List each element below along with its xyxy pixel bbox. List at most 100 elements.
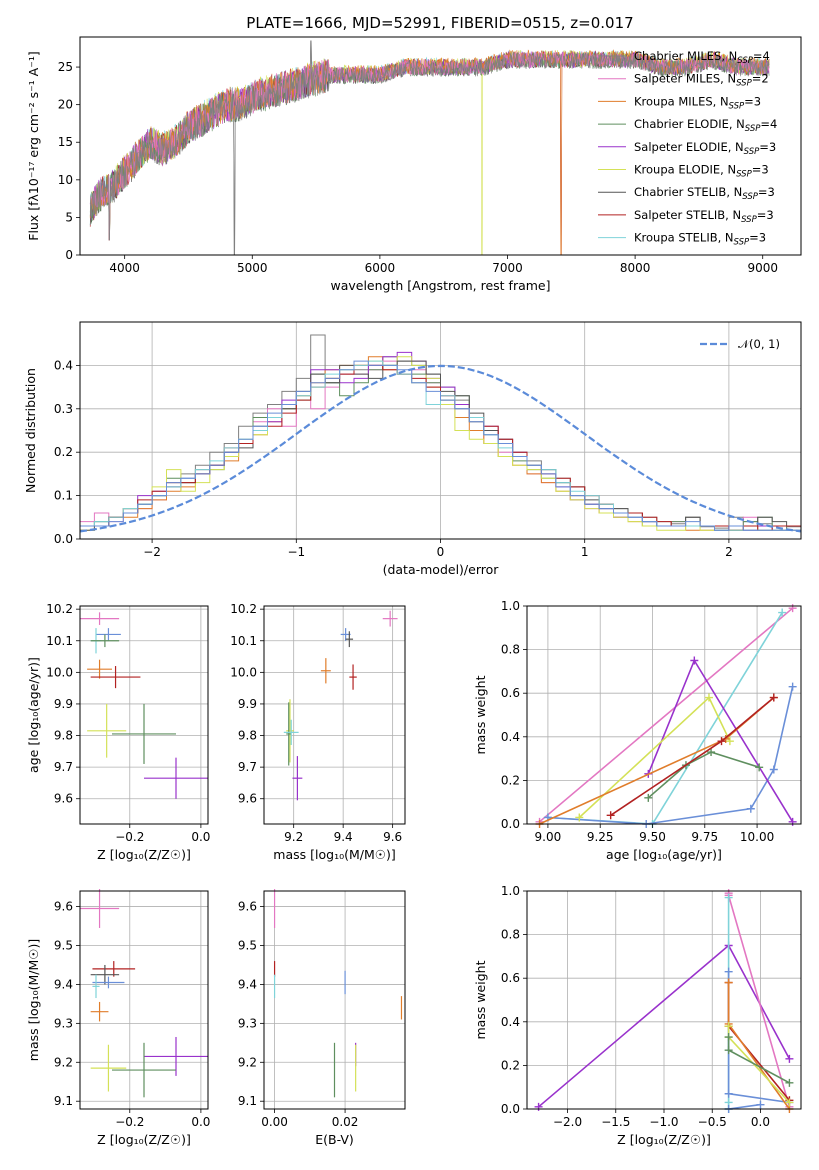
ytick-label-1-1: 0.1 [54,489,73,503]
weight-marker-7-3-0 [724,967,733,976]
weight-marker-4-5-3 [755,763,764,772]
xtick-label-1-3: 1 [581,545,589,559]
ytick-label-4-0: 0.0 [501,817,520,831]
ytick-label-5-5: 9.6 [54,900,73,914]
legend-sub-3: SSP [745,124,761,134]
xtick-label-1-0: −2 [143,545,161,559]
legend-entry-0: Chabrier MILES, NSSP=4 [634,49,770,66]
ylabel-7: mass weight [473,960,488,1039]
ytick-label-2-1: 9.7 [54,760,73,774]
ytick-label-2-4: 10.0 [46,665,73,679]
ytick-label-3-5: 10.1 [230,634,257,648]
legend-entry-7: Salpeter STELIB, NSSP=3 [634,208,774,225]
legend-name-5: Kroupa ELODIE, N [634,163,736,177]
xlabel-4: age [log₁₀(age/yr)] [606,847,722,862]
weight-marker-7-6-0 [724,1022,733,1031]
ytick-label-3-6: 10.2 [230,602,257,616]
weight-marker-4-1-2 [778,608,787,617]
ytick-label-4-2: 0.4 [501,730,520,744]
xtick-label-3-2: 9.6 [383,830,402,844]
legend-entry-5: Kroupa ELODIE, NSSP=3 [634,163,769,180]
ytick-label-7-4: 0.8 [501,928,520,942]
weight-marker-4-4-0 [575,813,584,822]
ylabel-0: Flux [fλ10⁻¹⁷ erg cm⁻² s⁻¹ A⁻¹] [26,51,41,240]
xlabel-7: Z [log₁₀(Z/Z☉)] [617,1132,711,1147]
legend-sub-2: SSP [729,101,745,111]
weight-marker-7-2-0 [724,893,733,902]
weight-marker-4-5-0 [644,793,653,802]
spectrum-series-group [89,40,770,256]
ytick-label-6-1: 9.2 [238,1055,257,1069]
ytick-label-0-0: 0 [65,248,73,262]
ytick-label-5-2: 9.3 [54,1016,73,1030]
xtick-label-3-0: 9.2 [284,830,303,844]
ytick-label-4-5: 1.0 [501,599,520,613]
ytick-label-6-4: 9.5 [238,939,257,953]
legend-name-1: Salpeter MILES, N [634,72,736,86]
xtick-label-2-0: −0.2 [115,830,144,844]
ytick-label-2-2: 9.8 [54,729,73,743]
weight-marker-4-7-0 [606,811,615,820]
xtick-label-7-3: −0.5 [698,1115,727,1129]
xtick-label-4-4: 10.00 [740,830,774,844]
ylabel-5: mass [log₁₀(M/M☉)] [26,939,41,1061]
legend-sub-8: SSP [734,238,750,248]
ytick-label-6-2: 9.3 [238,1016,257,1030]
weight-line-4-7 [610,696,775,816]
legend-entry-1: Salpeter MILES, NSSP=2 [634,72,769,89]
ytick-label-0-2: 10 [58,173,73,187]
ytick-label-3-0: 9.6 [238,792,257,806]
ytick-label-3-2: 9.8 [238,729,257,743]
weight-marker-7-5-0 [724,978,733,987]
legend-sub-7: SSP [741,215,757,225]
xtick-label-4-2: 9.50 [639,830,666,844]
weight-line-4-1 [547,612,783,825]
ytick-label-6-3: 9.4 [238,977,257,991]
weight-marker-4-4-1 [704,693,713,702]
ytick-label-1-0: 0.0 [54,532,73,546]
legend-name-3: Chabrier ELODIE, N [634,117,745,131]
legend-suffix-3: =4 [760,117,777,131]
weight-marker-4-4-2 [725,737,734,746]
xtick-label-5-1: 0.0 [191,1115,210,1129]
xtick-label-4-1: 9.25 [587,830,614,844]
ylabel-2: age [log₁₀(age/yr)] [26,657,41,773]
weight-marker-7-7-1 [724,1046,733,1055]
xtick-label-4-3: 9.75 [691,830,718,844]
legend-suffix-7: =3 [757,208,774,222]
ytick-label-5-0: 9.1 [54,1094,73,1108]
ytick-label-7-3: 0.6 [501,971,520,985]
xtick-label-5-0: −0.2 [115,1115,144,1129]
ytick-label-1-3: 0.3 [54,402,73,416]
xtick-label-2-1: 0.0 [191,830,210,844]
ytick-label-5-1: 9.2 [54,1055,73,1069]
normal-curve [79,364,802,533]
weight-line-4-0 [538,607,794,823]
xlabel-5: Z [log₁₀(Z/Z☉)] [97,1132,191,1147]
axes-frame-5 [79,890,209,1110]
xtick-label-0-0: 4000 [109,261,140,275]
ytick-label-3-4: 10.0 [230,665,257,679]
ylabel-1: Normed distribution [23,368,38,493]
ytick-label-2-0: 9.6 [54,792,73,806]
ytick-label-5-3: 9.4 [54,977,73,991]
xtick-label-7-2: −1.0 [649,1115,678,1129]
weight-marker-4-2-3 [769,765,778,774]
xtick-label-1-1: −1 [287,545,305,559]
ytick-label-1-4: 0.4 [54,358,73,372]
weight-marker-7-8-1 [756,1100,765,1109]
legend-entry-4: Salpeter ELODIE, NSSP=3 [634,140,776,157]
weight-marker-7-7-0 [724,1033,733,1042]
weight-marker-4-3-2 [788,817,797,826]
xtick-label-1-2: 0 [437,545,445,559]
axes-frame-4 [526,605,802,825]
weight-line-7-1 [727,893,791,1108]
legend-name-7: Salpeter STELIB, N [634,208,741,222]
weight-marker-4-2-4 [788,682,797,691]
xlabel-1: (data-model)/error [383,562,500,577]
ytick-label-2-3: 9.9 [54,697,73,711]
xtick-label-4-0: 9.00 [535,830,562,844]
weight-marker-7-3-1 [724,1089,733,1098]
ytick-label-0-4: 20 [58,98,73,112]
xtick-label-1-4: 2 [725,545,733,559]
